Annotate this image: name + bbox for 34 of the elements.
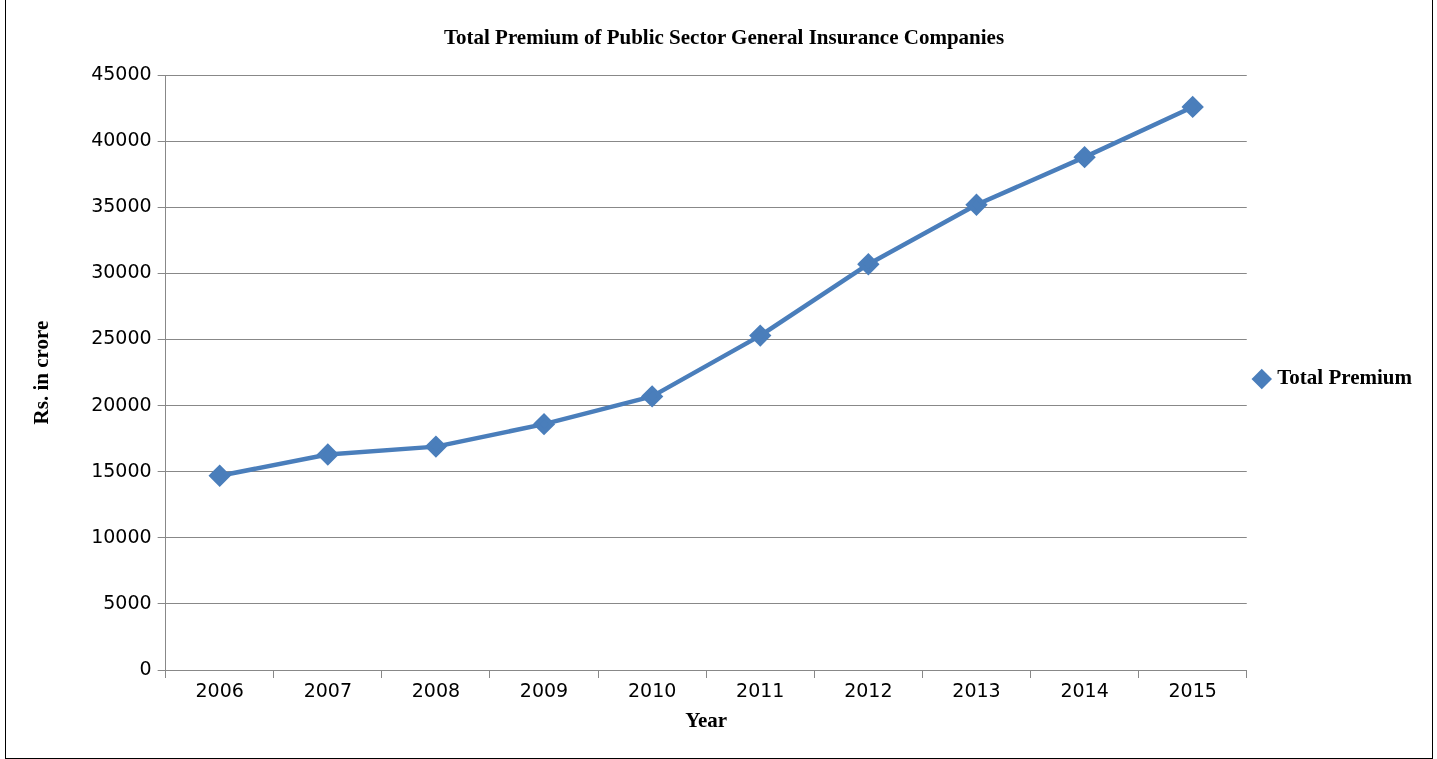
point — [317, 444, 339, 465]
legend-label: Total Premium — [1277, 365, 1413, 390]
x-tick-label: 2014 — [1060, 679, 1109, 702]
chart-title: Total Premium of Public Sector General Insurance Companies — [443, 25, 1005, 50]
y-tick-label: 10000 — [91, 524, 152, 547]
y-tick-label: 35000 — [91, 194, 152, 217]
y-axis-title: Rs. in crore — [29, 320, 54, 425]
x-tick-label: 2015 — [1168, 679, 1217, 702]
x-tick-label: 2008 — [411, 679, 461, 702]
y-tick-label: 25000 — [91, 326, 152, 349]
point — [1182, 96, 1203, 118]
y-tick-label: 20000 — [91, 392, 152, 415]
y-tick-label: 45000 — [91, 62, 152, 85]
point — [209, 465, 230, 486]
x-tick-label: 2011 — [736, 679, 785, 702]
x-axis-title: Year — [685, 707, 728, 732]
x-tick-label: 2010 — [627, 679, 677, 702]
y-tick-label: 0 — [139, 656, 152, 679]
y-tick-label: 5000 — [103, 590, 152, 613]
y-tick-label: 15000 — [91, 458, 152, 481]
x-tick-label: 2007 — [303, 679, 352, 702]
x-tick-label: 2006 — [195, 679, 244, 702]
y-tick-label: 40000 — [91, 128, 152, 151]
x-tick-label: 2013 — [952, 679, 1001, 702]
point — [1074, 146, 1095, 168]
x-tick-label: 2009 — [519, 679, 569, 702]
point — [533, 413, 555, 435]
point — [425, 436, 447, 457]
point — [858, 253, 879, 275]
y-tick-label: 30000 — [91, 260, 152, 283]
point — [750, 325, 771, 346]
point — [641, 386, 663, 407]
x-tick-label: 2012 — [844, 679, 893, 702]
point — [966, 194, 987, 215]
